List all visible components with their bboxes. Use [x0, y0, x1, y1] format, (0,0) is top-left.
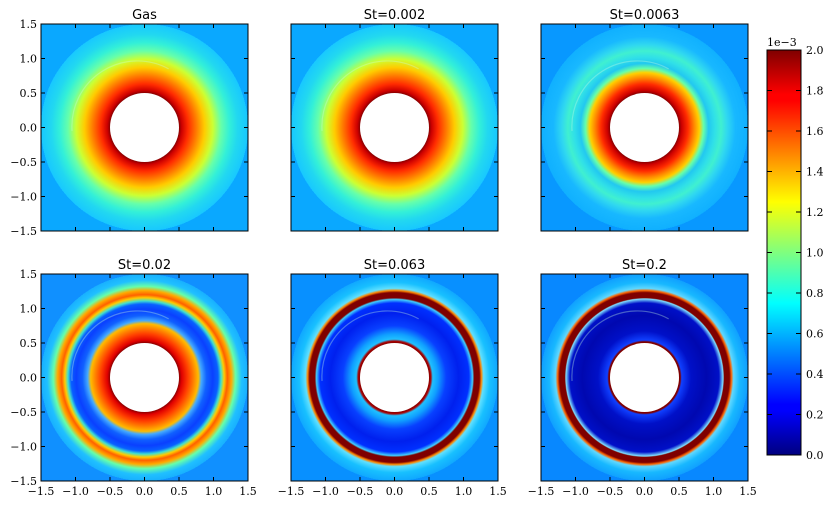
- y-tick-label: 1.0: [20, 53, 38, 66]
- spiral-wake: [571, 310, 669, 381]
- inner-cavity: [360, 343, 429, 412]
- panel-title: St=0.2: [622, 258, 667, 273]
- x-tick-label: 1.0: [455, 485, 473, 498]
- colorbar-tick-label: 0.0: [806, 449, 824, 462]
- y-tick-label: 1.5: [20, 268, 38, 281]
- x-tick-label: 1.0: [205, 485, 223, 498]
- inner-cavity: [110, 93, 179, 162]
- spiral-wake: [71, 310, 169, 381]
- colorbar-tick-label: 1.4: [806, 166, 824, 179]
- panel-1: Gas 1.5 1.0 0.5 0.0 −0.5 −1.0 −1.5: [10, 8, 249, 238]
- colorbar: 2.0 1.8 1.6 1.4 1.2 1.0 0.8 0.6 0.4 0.2 0.0 1e−3: [766, 36, 824, 462]
- colorbar-tick-label: 0.4: [806, 368, 824, 381]
- x-tick-label: −1.5: [528, 485, 555, 498]
- panel-5: St=0.063 −1.5 −1.0 −0.5 0.0 0.5 1.0 1.5: [278, 258, 507, 498]
- x-tick-label: 1.5: [739, 485, 757, 498]
- y-tick-label: −0.5: [10, 406, 37, 419]
- colorbar-tick-label: 1.0: [806, 247, 824, 260]
- colorbar-tick-label: 0.2: [806, 409, 824, 422]
- x-tick-label: 0.0: [136, 485, 154, 498]
- spiral-wake: [71, 60, 169, 131]
- y-tick-label: 0.5: [20, 337, 38, 350]
- x-tick-label: −0.5: [97, 485, 124, 498]
- y-tick-label: −1.0: [10, 441, 37, 454]
- x-tick-label: 1.0: [705, 485, 723, 498]
- colorbar-tick-label: 1.6: [806, 125, 824, 138]
- y-tick-label: 1.0: [20, 303, 38, 316]
- y-tick-label: 0.0: [20, 372, 38, 385]
- spiral-wake: [571, 60, 669, 131]
- colorbar-offset-label: 1e−3: [767, 36, 797, 49]
- x-tick-label: −1.0: [562, 485, 589, 498]
- inner-cavity: [110, 343, 179, 412]
- colorbar-gradient: [766, 49, 802, 456]
- inner-cavity: [360, 93, 429, 162]
- panel-title: St=0.02: [118, 258, 171, 273]
- spiral-wake: [321, 60, 419, 131]
- y-tick-label: 1.5: [20, 18, 38, 31]
- x-tick-label: 1.5: [239, 485, 257, 498]
- colorbar-tick-label: 1.2: [806, 206, 824, 219]
- panel-title: St=0.0063: [610, 8, 680, 23]
- x-tick-label: −1.0: [62, 485, 89, 498]
- x-tick-label: −1.5: [28, 485, 55, 498]
- colorbar-ticks: 2.0 1.8 1.6 1.4 1.2 1.0 0.8 0.6 0.4 0.2 0.0: [767, 44, 824, 462]
- colorbar-tick-label: 0.6: [806, 328, 824, 341]
- x-tick-label: 0.0: [386, 485, 404, 498]
- panel-4: St=0.02 −1.5 1.5 −1.0 1.0 −0.5 0.5 0.0 0.0 0.5 −0.…: [10, 258, 256, 498]
- x-tick-label: 0.0: [636, 485, 654, 498]
- colorbar-tick-label: 2.0: [806, 44, 824, 57]
- panel-2: St=0.002: [290, 8, 499, 232]
- y-tick-label: 0.5: [20, 87, 38, 100]
- x-tick-label: 0.5: [170, 485, 188, 498]
- colorbar-tick-label: 1.8: [806, 85, 824, 98]
- y-tick-label: −1.5: [10, 225, 37, 238]
- x-tick-label: 0.5: [670, 485, 688, 498]
- x-tick-label: 1.5: [489, 485, 507, 498]
- inner-cavity: [610, 93, 679, 162]
- panel-title: Gas: [132, 8, 157, 23]
- panel-title: St=0.002: [364, 8, 425, 23]
- y-tick-label: 0.0: [20, 122, 38, 135]
- x-tick-label: −0.5: [597, 485, 624, 498]
- panel-title: St=0.063: [364, 258, 425, 273]
- x-tick-label: 0.5: [420, 485, 438, 498]
- x-tick-label: −1.5: [278, 485, 305, 498]
- inner-cavity: [610, 343, 679, 412]
- colorbar-tick-label: 0.8: [806, 287, 824, 300]
- x-tick-label: −1.0: [312, 485, 339, 498]
- spiral-wake: [321, 310, 419, 381]
- x-tick-label: −0.5: [347, 485, 374, 498]
- y-tick-label: −1.0: [10, 191, 37, 204]
- y-tick-label: −1.5: [10, 475, 37, 488]
- panels-layer: Gas 1.5 1.0 0.5 0.0 −0.5 −1.0 −1.5 St=0.002 St=0.…: [10, 8, 756, 498]
- panel-3: St=0.0063: [540, 8, 749, 232]
- y-tick-label: −0.5: [10, 156, 37, 169]
- panel-6: St=0.2 −1.5 −1.0 −0.5 0.0 0.5 1.0 1.5: [528, 258, 757, 498]
